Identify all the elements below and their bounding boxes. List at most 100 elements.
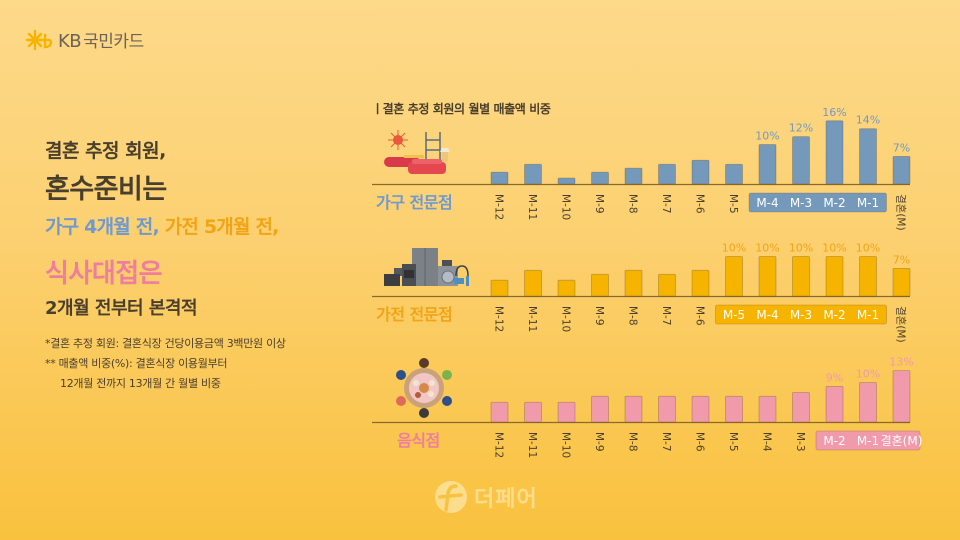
chart-title: ㅣ결혼 추정 회원의 월별 매출액 비중 (372, 102, 551, 116)
furniture-data-label: 16% (822, 106, 846, 119)
headline-line1: 결혼 추정 회원, (45, 140, 166, 162)
headline: 결혼 추정 회원, 혼수준비는 가구 4개월 전, 가전 5개월 전, 식사대접… (45, 136, 279, 320)
furniture-tick-label: M-5 (727, 194, 739, 214)
speaker-icon (384, 274, 400, 286)
appliance-bar-M-2 (825, 256, 844, 297)
restaurant-bar-M-2 (825, 386, 844, 423)
appliance-bar-M-5 (725, 256, 743, 297)
restaurant-tick-label: M-4 (761, 432, 773, 452)
restaurant-bar-M-10 (557, 401, 576, 423)
appliance-tick-label: M-10 (560, 306, 572, 332)
furniture-bar-M-9 (591, 171, 609, 185)
furniture-bar-M-7 (658, 163, 676, 185)
appliance-bar-M-11 (524, 269, 542, 297)
furniture-data-label: 7% (893, 141, 910, 154)
appliance-tick-label: M-5 (723, 308, 745, 322)
person-icon (396, 358, 452, 418)
headline-line5: 2개월 전부터 본격적 (45, 298, 198, 319)
appliance-bar-M-9 (591, 273, 609, 297)
furniture-bar-M-8 (624, 167, 643, 185)
restaurant-bar-M-5 (725, 395, 743, 423)
restaurant-tick-label: 결혼(M) (881, 434, 923, 448)
appliance-tick-label: M-8 (627, 306, 639, 326)
appliance-tick-label: 결혼(M) (895, 306, 908, 343)
restaurant-data-label: 13% (889, 356, 913, 369)
thepair-logo-text: 더페어 (474, 487, 538, 512)
restaurant-tick-label: M-5 (727, 432, 739, 452)
appliance-bar-M-4 (758, 256, 777, 297)
kb-star-icon (26, 29, 53, 50)
restaurant-tick-label: M-8 (627, 432, 639, 452)
restaurant-chart: M-12 M-11 M-10 M-9 M-8 M-7 M-6 M-5 M-4 M-3 9% M-2 10… (372, 356, 923, 458)
furniture-tick-label: M-7 (660, 194, 672, 214)
appliance-tick-label: M-6 (694, 306, 706, 326)
appliance-data-label: 10% (722, 242, 746, 255)
furniture-tick-label: M-12 (493, 194, 505, 220)
appliance-illustration-icon (384, 248, 469, 286)
furniture-tick-label: M-3 (790, 196, 812, 210)
furniture-tick-label: 결혼(M) (895, 194, 908, 231)
restaurant-bar-M-8 (624, 395, 643, 423)
furniture-bar-M-11 (524, 163, 542, 185)
appliance-tick-label: M-7 (660, 306, 672, 326)
furniture-bar-M-4 (758, 144, 777, 185)
furniture-illustration-icon (384, 130, 450, 174)
headline-line3: 가구 4개월 전, 가전 5개월 전, (45, 212, 279, 239)
appliance-bar-결혼(M) (892, 267, 911, 297)
furniture-tick-label: M-9 (593, 194, 605, 214)
restaurant-tick-label: M-3 (794, 432, 806, 452)
appliance-tick-label: M-12 (493, 306, 505, 332)
appliance-tick-label: M-9 (593, 306, 605, 326)
appliance-tick-label: M-1 (857, 308, 879, 322)
restaurant-bar-M-12 (490, 401, 509, 423)
restaurant-bar-M-4 (758, 395, 777, 423)
restaurant-tick-label: M-12 (493, 432, 505, 458)
furniture-bar-M-2 (825, 120, 844, 185)
restaurant-bar-M-7 (658, 395, 676, 423)
appliance-bar-M-1 (859, 256, 877, 297)
sofa-icon (408, 162, 446, 174)
appliance-data-label: 10% (822, 242, 846, 255)
footnotes: *결혼 추정 회원: 결혼식장 건당이용금액 3백만원 이상 ** 매출액 비중… (45, 334, 286, 394)
appliance-bar-M-7 (658, 273, 676, 297)
dining-table-illustration-icon (396, 358, 452, 418)
appliance-highlight-box (715, 304, 887, 325)
furniture-bar-M-3 (792, 136, 810, 185)
appliance-bar-M-12 (490, 279, 509, 297)
restaurant-tick-label: M-9 (593, 432, 605, 452)
monitor-icon (394, 268, 402, 276)
restaurant-bar-결혼(M) (892, 370, 911, 423)
furniture-data-label: 10% (755, 130, 779, 143)
kb-kookmin-card-logo: KB 국민카드 (26, 27, 144, 52)
restaurant-section-label: 음식점 (397, 431, 440, 450)
footnote-3: 12개월 전까지 13개월 간 월별 비중 (60, 377, 221, 390)
furniture-bar-M-12 (490, 171, 509, 185)
furniture-bar-M-10 (557, 177, 576, 185)
restaurant-bar-M-9 (591, 395, 609, 423)
furniture-bar-M-1 (859, 128, 877, 185)
furniture-highlight-box (748, 192, 887, 213)
restaurant-tick-label: M-6 (694, 432, 706, 452)
furniture-tick-label: M-1 (857, 196, 879, 210)
furniture-tick-label: M-10 (560, 194, 572, 220)
furniture-tick-label: M-11 (526, 194, 538, 220)
appliance-tick-label: M-3 (790, 308, 812, 322)
restaurant-tick-label: M-10 (560, 432, 572, 458)
restaurant-tick-label: M-11 (526, 432, 538, 458)
furniture-tick-label: M-8 (627, 194, 639, 214)
appliance-bar-M-10 (557, 279, 576, 297)
restaurant-bar-M-11 (524, 401, 542, 423)
restaurant-bar-M-6 (691, 395, 710, 423)
appliance-tick-label: M-2 (823, 308, 845, 322)
furniture-data-label: 14% (856, 114, 880, 127)
appliance-tick-label: M-4 (756, 308, 778, 322)
appliance-section-label: 가전 전문점 (376, 305, 453, 324)
appliance-tick-label: M-11 (526, 306, 538, 332)
appliance-chart: M-12 M-11 M-10 M-9 M-8 M-7 M-6 10% M-5 10% M-4 10% M… (372, 242, 911, 343)
headline-line4: 식사대접은 (45, 259, 163, 289)
restaurant-bar-M-1 (859, 382, 877, 423)
restaurant-tick-label: M-1 (857, 434, 879, 448)
appliance-data-label: 10% (789, 242, 813, 255)
restaurant-highlight-box (815, 430, 921, 451)
